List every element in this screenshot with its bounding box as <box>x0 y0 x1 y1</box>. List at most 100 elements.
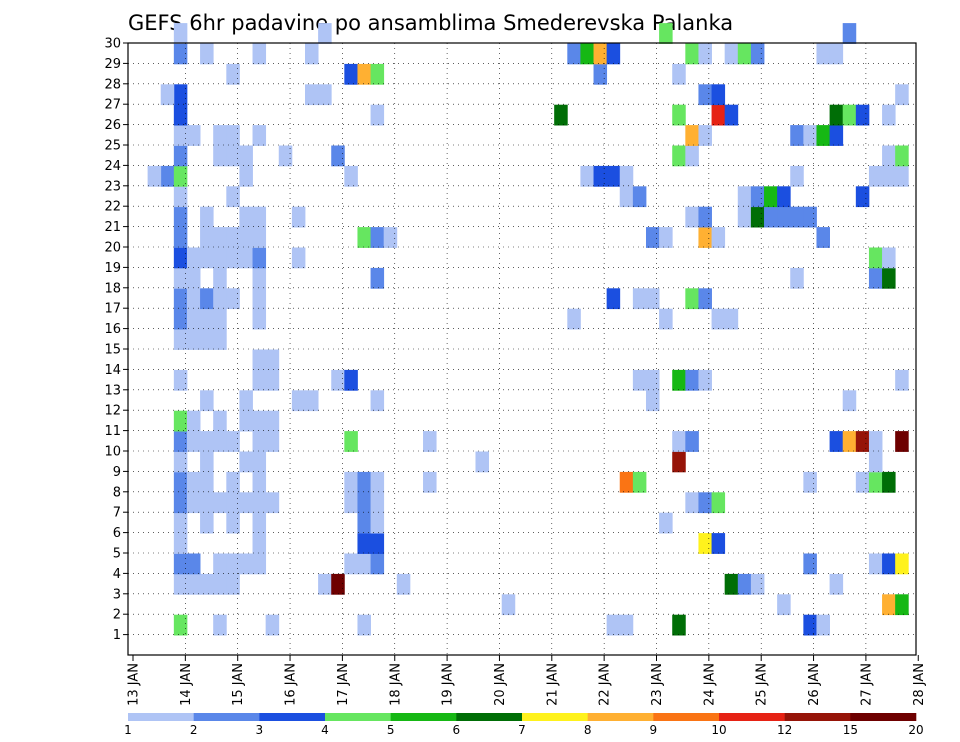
heatmap-cell <box>593 43 608 65</box>
y-tick-label: 17 <box>104 302 121 317</box>
heatmap-cell <box>724 104 739 126</box>
heatmap-cell <box>252 369 267 391</box>
heatmap-cell <box>160 165 175 187</box>
x-tick-label: 25 JAN <box>755 663 770 706</box>
heatmap-cell <box>213 267 227 289</box>
heatmap-cell <box>252 288 267 310</box>
heatmap-cell <box>226 471 240 493</box>
heatmap-cell <box>895 145 909 167</box>
heatmap-cell <box>711 308 726 330</box>
heatmap-cell <box>200 288 214 310</box>
heatmap-cell <box>790 267 804 289</box>
heatmap-cell <box>226 573 240 595</box>
heatmap-cell <box>344 553 358 575</box>
heatmap-cell <box>213 329 227 350</box>
heatmap-cell <box>842 23 857 44</box>
heatmap-cell <box>252 308 267 330</box>
heatmap-cell <box>239 145 253 167</box>
colorbar-label: 10 <box>711 723 726 737</box>
heatmap-cell <box>803 614 817 636</box>
heatmap-cell <box>213 553 227 575</box>
heatmap-cell <box>200 492 214 514</box>
heatmap-cell <box>698 84 712 106</box>
heatmap-cell <box>645 288 660 310</box>
y-tick-label: 11 <box>104 424 121 439</box>
heatmap-cell <box>252 431 267 452</box>
colorbar-label: 3 <box>256 723 264 737</box>
colorbar-swatch <box>128 713 194 721</box>
colorbar-label: 7 <box>518 723 526 737</box>
heatmap-cell <box>685 206 699 228</box>
heatmap-cell <box>213 410 227 432</box>
heatmap-cell <box>790 165 804 187</box>
colorbar-label: 8 <box>584 723 592 737</box>
heatmap-cell <box>173 369 188 391</box>
heatmap-cell <box>226 63 240 85</box>
heatmap-cell <box>580 43 594 65</box>
heatmap-cell <box>370 390 385 412</box>
y-tick-label: 19 <box>104 261 121 276</box>
heatmap-cell <box>724 573 739 595</box>
heatmap-cell <box>895 431 909 452</box>
heatmap-cell <box>239 492 253 514</box>
x-tick-label: 28 JAN <box>912 663 927 706</box>
heatmap-cell <box>750 186 765 208</box>
heatmap-cell <box>173 125 188 146</box>
heatmap-cell <box>186 267 201 289</box>
heatmap-cell <box>764 206 778 228</box>
heatmap-cell <box>829 43 844 65</box>
heatmap-cell <box>173 329 188 350</box>
y-tick-label: 4 <box>113 567 121 582</box>
heatmap-cell <box>790 125 804 146</box>
heatmap-cell <box>173 186 188 208</box>
heatmap-cell <box>252 125 267 146</box>
y-tick-label: 8 <box>113 485 121 500</box>
heatmap-cell <box>777 186 791 208</box>
heatmap-cell <box>645 369 660 391</box>
heatmap-cell <box>698 43 712 65</box>
x-tick-label: 20 JAN <box>493 663 508 706</box>
heatmap-cell <box>632 471 647 493</box>
heatmap-cell <box>659 23 673 44</box>
heatmap-cell <box>186 329 201 350</box>
heatmap-cell <box>672 369 686 391</box>
y-tick-label: 6 <box>113 526 121 541</box>
heatmap-cell <box>370 471 385 493</box>
y-tick-label: 3 <box>113 587 121 602</box>
x-tick-label: 21 JAN <box>545 663 560 706</box>
heatmap-cell <box>855 186 870 208</box>
heatmap-cell <box>186 492 201 514</box>
heatmap-cell <box>357 471 371 493</box>
heatmap-cell <box>291 390 306 412</box>
heatmap-cell <box>226 186 240 208</box>
heatmap-cell <box>200 451 214 473</box>
heatmap-cell <box>173 247 188 269</box>
heatmap-cell <box>370 63 385 85</box>
heatmap-cell <box>685 492 699 514</box>
colorbar-label: 6 <box>453 723 461 737</box>
colorbar-swatch <box>325 713 391 721</box>
heatmap-cell <box>370 227 385 248</box>
y-tick-label: 22 <box>104 200 121 215</box>
x-tick-label: 18 JAN <box>388 663 403 706</box>
heatmap-cell <box>160 84 175 106</box>
heatmap-cell <box>200 471 214 493</box>
heatmap-cell <box>239 206 253 228</box>
heatmap-cell <box>331 145 345 167</box>
x-tick-label: 27 JAN <box>859 663 874 706</box>
heatmap-cell <box>213 431 227 452</box>
heatmap-cell <box>186 471 201 493</box>
y-tick-label: 14 <box>104 363 121 378</box>
heatmap-cell <box>291 206 306 228</box>
heatmap-cell <box>252 227 267 248</box>
heatmap-cell <box>226 492 240 514</box>
heatmap-cell <box>803 206 817 228</box>
heatmap-cell <box>252 349 267 371</box>
heatmap-cell <box>173 573 188 595</box>
heatmap-cell <box>659 512 673 534</box>
chart-title: GEFS 6hr padavine po ansamblima Smederev… <box>128 11 733 35</box>
heatmap-cell <box>200 43 214 65</box>
y-tick-label: 9 <box>113 465 121 480</box>
y-tick-label: 24 <box>104 159 121 174</box>
heatmap-cell <box>200 431 214 452</box>
